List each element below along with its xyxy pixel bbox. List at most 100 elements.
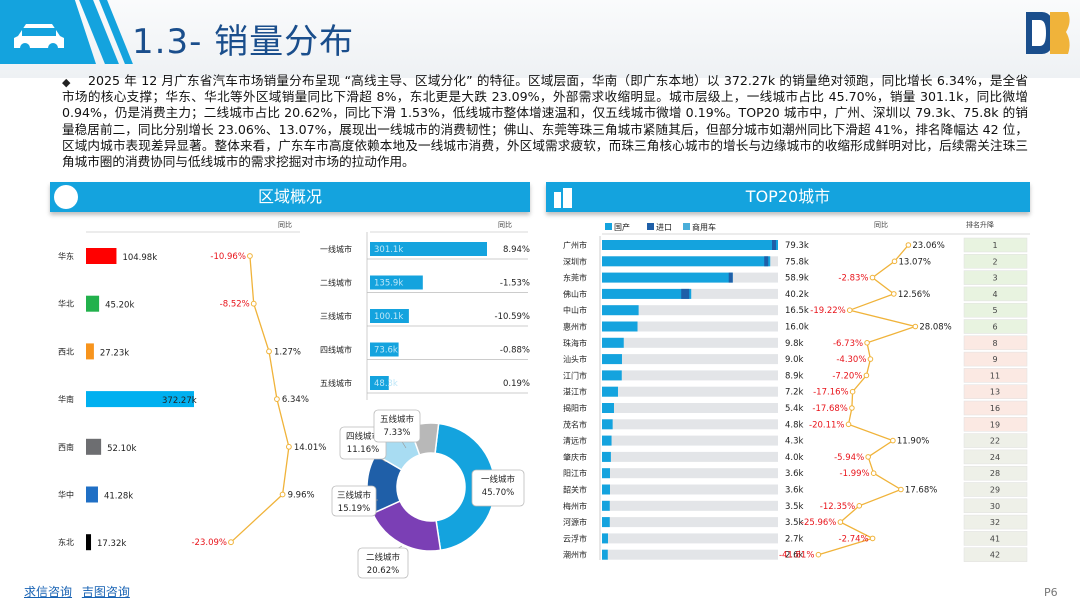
donut-slice bbox=[408, 422, 440, 456]
top20-rank-value: 29 bbox=[990, 486, 1000, 495]
tier-bar bbox=[370, 275, 423, 290]
top20-rank-value: 32 bbox=[990, 518, 1000, 527]
region-label: 东北 bbox=[58, 537, 74, 547]
top20-value: 3.6k bbox=[785, 486, 804, 496]
footer-link-jitu[interactable]: 吉图咨询 bbox=[81, 585, 130, 599]
top20-value: 75.8k bbox=[785, 257, 809, 267]
panel-header-right: TOP20城市 bbox=[546, 182, 1030, 212]
top20-rank-cell bbox=[963, 465, 1028, 481]
top20-city-label: 阳江市 bbox=[563, 468, 587, 478]
top20-rank-value: 11 bbox=[990, 371, 1000, 380]
top20-rank-value: 30 bbox=[990, 502, 1000, 511]
top20-rank-cell bbox=[963, 498, 1028, 514]
top20-rank-value: 19 bbox=[990, 420, 1000, 429]
region-yoy-point bbox=[279, 491, 286, 498]
top20-bar bbox=[602, 370, 622, 381]
top20-yoy-point bbox=[856, 503, 863, 509]
top20-value: 8.9k bbox=[785, 371, 804, 381]
donut-label-value: 11.16% bbox=[347, 445, 379, 455]
top20-bar bbox=[602, 305, 639, 316]
top20-yoy-label: 23.06% bbox=[912, 241, 944, 251]
top20-bar bbox=[602, 419, 613, 430]
region-yoy-line bbox=[230, 255, 290, 543]
top20-city-label: 河源市 bbox=[563, 517, 587, 527]
summary-text: 2025 年 12 月广东省汽车市场销量分布呈现 “高线主导、区域分化” 的特征… bbox=[62, 73, 1028, 170]
region-label: 华中 bbox=[58, 490, 74, 500]
top20-yoy-point bbox=[849, 405, 855, 411]
top20-yoy-point bbox=[865, 454, 871, 460]
top20-bar bbox=[602, 288, 692, 299]
region-yoy-label: 9.96% bbox=[288, 491, 315, 501]
tier-label: 四线城市 bbox=[320, 345, 352, 355]
top20-bar bbox=[602, 403, 614, 413]
top20-yoy-label: 12.56% bbox=[898, 290, 930, 300]
donut-label-box bbox=[373, 409, 421, 443]
top20-yoy-label: -17.16% bbox=[813, 388, 848, 398]
page-number: P6 bbox=[1044, 586, 1058, 599]
top20-yoy-point bbox=[863, 372, 870, 379]
top20-value: 16.0k bbox=[785, 323, 809, 333]
footer-link-qiuxin[interactable]: 求信咨询 bbox=[24, 585, 73, 599]
top20-yoy-label: -20.11% bbox=[809, 420, 844, 430]
tier-yoy-label: 0.19% bbox=[503, 379, 530, 389]
region-value: 41.28k bbox=[104, 492, 133, 502]
tier-bar bbox=[370, 242, 487, 256]
legend-label: 商用车 bbox=[692, 222, 716, 232]
top20-city-label: 佛山市 bbox=[563, 289, 587, 299]
top20-rank-cell bbox=[963, 335, 1028, 351]
region-value: 52.10k bbox=[107, 444, 136, 454]
top20-bar-track bbox=[602, 484, 778, 495]
top20-rank-value: 41 bbox=[990, 534, 1000, 543]
top20-bar bbox=[602, 321, 638, 332]
tier-bar bbox=[370, 376, 389, 390]
top20-rank-cell bbox=[963, 302, 1028, 318]
donut-label-value: 45.70% bbox=[482, 488, 514, 498]
top20-rank-header: 排名升降 bbox=[966, 220, 994, 229]
legend-swatch bbox=[683, 223, 690, 230]
top20-yoy-point bbox=[864, 340, 870, 346]
top20-yoy-point bbox=[845, 421, 852, 428]
donut-slice bbox=[434, 422, 496, 552]
top20-yoy-point bbox=[870, 470, 877, 477]
top20-bar-track bbox=[602, 517, 778, 528]
tier-label: 三线城市 bbox=[320, 311, 352, 321]
china-map-icon bbox=[54, 185, 78, 209]
top20-city-label: 江门市 bbox=[563, 370, 587, 380]
region-bar bbox=[86, 438, 102, 455]
region-value: 45.20k bbox=[105, 301, 134, 311]
top20-bar bbox=[602, 484, 610, 495]
region-yoy-point bbox=[250, 300, 257, 307]
tier-yoy-label: 8.94% bbox=[503, 245, 530, 255]
top20-yoy-label: 28.08% bbox=[919, 323, 951, 333]
top20-city-label: 惠州市 bbox=[563, 322, 587, 332]
top20-city-label: 茂名市 bbox=[563, 419, 587, 429]
region-yoy-point bbox=[285, 443, 292, 450]
car-icon bbox=[14, 24, 64, 53]
top20-rank-cell bbox=[963, 514, 1028, 530]
top20-rank-value: 42 bbox=[990, 551, 1000, 560]
top20-rank-value: 2 bbox=[992, 257, 997, 266]
top20-bar bbox=[602, 549, 608, 560]
top20-rank-value: 24 bbox=[990, 453, 1000, 462]
top20-rank-cell bbox=[963, 482, 1028, 497]
top20-bar-track bbox=[602, 256, 778, 267]
bullet-icon: ◆ bbox=[62, 76, 71, 89]
top20-yoy-label: -12.35% bbox=[820, 502, 855, 512]
region-value: 104.98k bbox=[122, 253, 157, 263]
top20-city-label: 潮州市 bbox=[563, 550, 587, 560]
top20-bar-track bbox=[602, 533, 778, 544]
panel-title-left: 区域概况 bbox=[257, 187, 322, 206]
region-yoy-label: -23.09% bbox=[191, 538, 226, 548]
top20-value: 4.8k bbox=[785, 420, 804, 430]
top20-rank-value: 1 bbox=[992, 241, 997, 250]
top20-rank-value: 13 bbox=[990, 388, 1000, 397]
tier-value: 73.6k bbox=[374, 346, 398, 356]
top20-bar-track bbox=[602, 468, 778, 479]
top20-city-label: 广州市 bbox=[563, 240, 587, 250]
region-label: 华北 bbox=[58, 299, 74, 309]
top20-rank-value: 6 bbox=[992, 323, 997, 332]
region-value: 27.23k bbox=[100, 348, 129, 358]
top20-bar bbox=[602, 240, 778, 250]
tier-label: 二线城市 bbox=[320, 278, 352, 288]
top20-rank-cell bbox=[963, 351, 1028, 367]
